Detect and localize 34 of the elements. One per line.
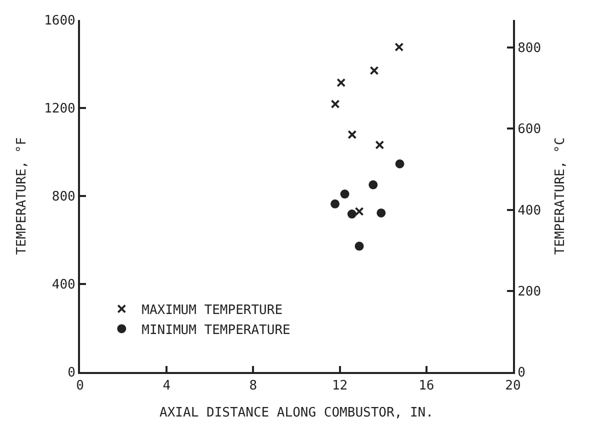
y-tick-label: 800 <box>52 190 76 205</box>
x-tick-label: 12 <box>332 378 348 394</box>
x-tick-label: 4 <box>162 378 171 394</box>
point <box>354 242 364 251</box>
legend-label: MINIMUM TEMPERATURE <box>142 322 290 338</box>
y-axis-title: TEMPERATURE, °F <box>14 137 30 255</box>
y2-tick-label: 600 <box>518 122 542 138</box>
point <box>354 206 364 216</box>
y2-tick-label: 200 <box>518 284 542 300</box>
point <box>340 190 350 199</box>
y2-axis-title: TEMPERATURE, °C <box>553 137 568 255</box>
point <box>375 140 384 150</box>
y2-tick-label: 0 <box>518 366 526 381</box>
point <box>394 42 404 52</box>
point <box>376 208 386 218</box>
point <box>330 199 340 208</box>
legend-label: MAXIMUM TEMPERTURE <box>142 302 283 318</box>
point <box>330 100 340 109</box>
x-tick-label: 20 <box>505 378 521 394</box>
point <box>336 78 346 88</box>
x-tick-label: 8 <box>249 378 258 394</box>
y2-tick-label: 400 <box>518 203 542 218</box>
point <box>370 66 379 76</box>
y-tick-label: 400 <box>52 278 76 293</box>
y-tick-label: 1600 <box>44 14 76 29</box>
point <box>368 180 378 190</box>
point <box>347 210 356 219</box>
point <box>395 159 404 168</box>
y-tick-label: 1200 <box>44 102 76 117</box>
x-tick-label: 16 <box>418 378 434 394</box>
point <box>348 130 357 140</box>
y2-tick-label: 800 <box>518 41 542 56</box>
y-tick-label: 0 <box>68 366 76 381</box>
x-axis-title: AXIAL DISTANCE ALONG COMBUSTOR, IN. <box>160 406 434 421</box>
